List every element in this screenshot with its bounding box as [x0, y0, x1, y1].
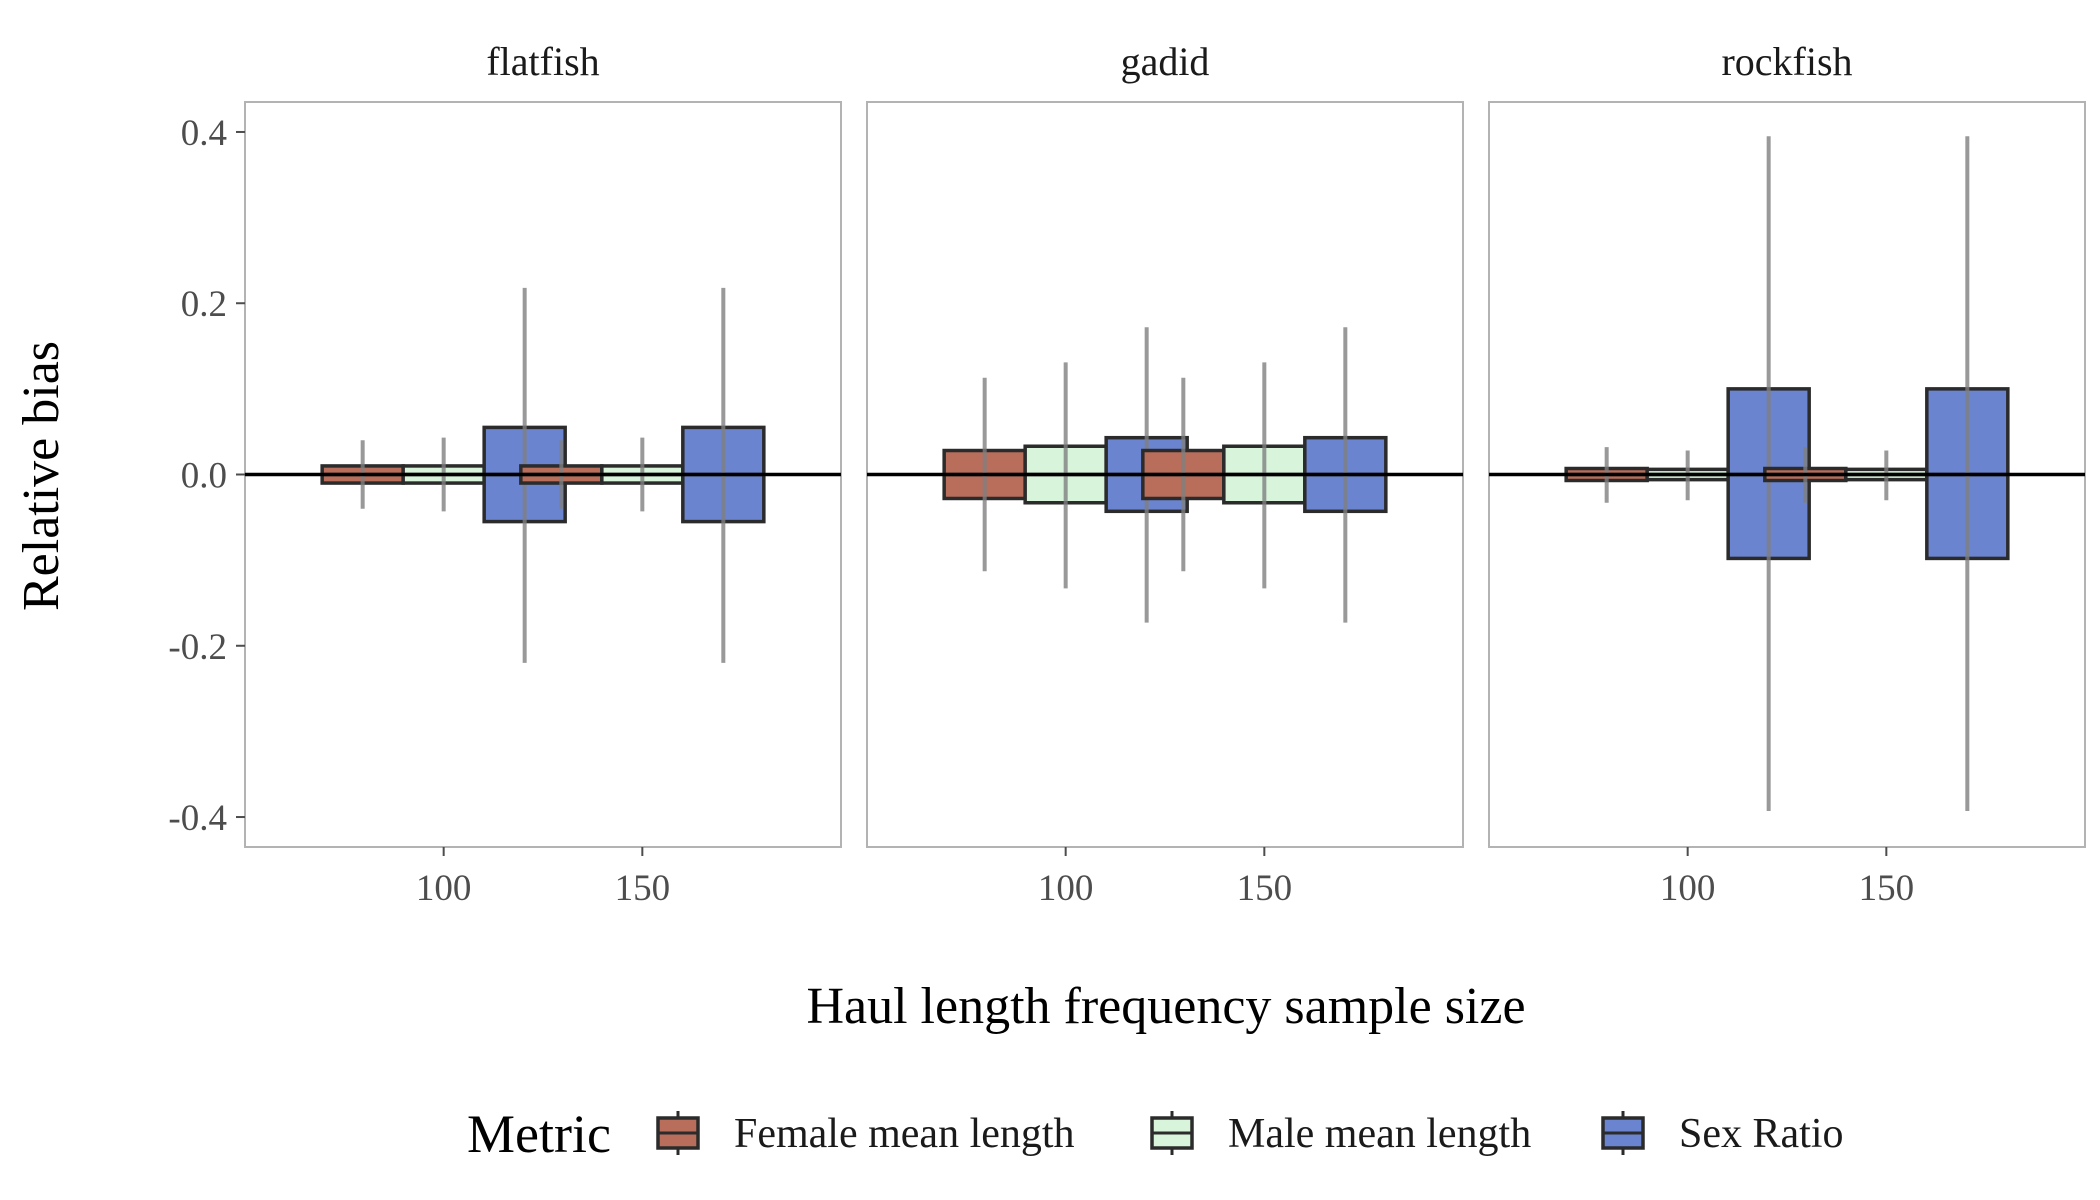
- legend-label: Female mean length: [734, 1111, 1075, 1157]
- y-tick-label: 0.2: [181, 284, 227, 325]
- strip-label-rockfish: rockfish: [1721, 39, 1852, 84]
- legend-key-male-mean-length: [1150, 1111, 1194, 1155]
- panel-gadid: gadid 100 150: [866, 39, 1464, 909]
- panel-flatfish: flatfish 100 150 -0.4 -0.2 0.0 0.2 0.4: [168, 39, 842, 909]
- x-tick-label: 100: [416, 868, 472, 909]
- legend: Metric Female mean length Male mean lengt…: [467, 1104, 1844, 1164]
- legend-label: Sex Ratio: [1679, 1111, 1844, 1157]
- strip-label-flatfish: flatfish: [486, 39, 599, 84]
- y-tick-label: -0.4: [168, 798, 227, 839]
- x-tick-label: 100: [1038, 868, 1094, 909]
- strip-label-gadid: gadid: [1121, 39, 1210, 84]
- legend-key-female-mean-length: [656, 1111, 700, 1155]
- x-axis-title: Haul length frequency sample size: [806, 978, 1525, 1035]
- legend-title: Metric: [467, 1104, 611, 1164]
- y-tick-label: -0.2: [168, 627, 227, 668]
- y-tick-label: 0.4: [181, 113, 227, 154]
- x-tick-label: 150: [1237, 868, 1293, 909]
- panels: flatfish 100 150 -0.4 -0.2 0.0 0.2 0.4 gadid 100 1…: [168, 39, 2086, 909]
- panel-rockfish: rockfish 100 150: [1488, 39, 2086, 909]
- x-tick-label: 100: [1660, 868, 1716, 909]
- x-tick-label: 150: [615, 868, 671, 909]
- y-axis-title: Relative bias: [13, 341, 70, 611]
- y-tick-label: 0.0: [181, 456, 227, 497]
- legend-key-sex-ratio: [1601, 1111, 1645, 1155]
- legend-label: Male mean length: [1228, 1111, 1531, 1157]
- x-tick-label: 150: [1859, 868, 1915, 909]
